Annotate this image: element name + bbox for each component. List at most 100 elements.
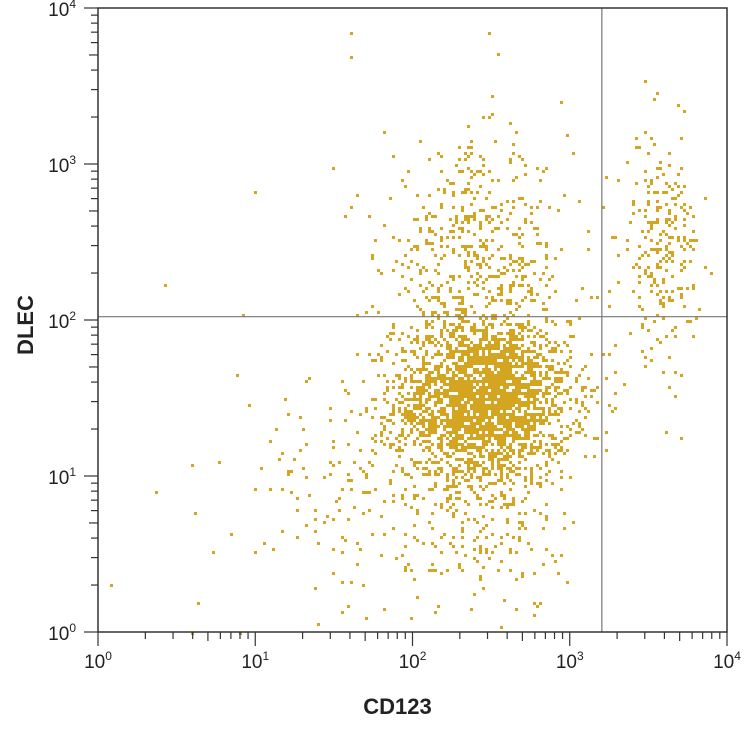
data-point xyxy=(638,257,641,260)
data-point xyxy=(509,551,512,554)
data-point xyxy=(449,494,452,497)
data-point xyxy=(521,233,524,236)
data-point xyxy=(503,338,506,341)
data-point xyxy=(494,437,497,440)
data-point xyxy=(431,311,434,314)
data-point xyxy=(416,422,419,425)
data-point xyxy=(461,371,464,374)
data-point xyxy=(551,275,554,278)
data-point xyxy=(506,419,509,422)
data-point xyxy=(374,452,377,455)
data-point xyxy=(530,467,533,470)
data-point xyxy=(539,179,542,182)
data-point xyxy=(497,479,500,482)
data-point xyxy=(425,467,428,470)
data-point xyxy=(536,446,539,449)
data-point xyxy=(515,365,518,368)
data-point xyxy=(710,272,713,275)
data-point xyxy=(515,425,518,428)
data-point xyxy=(488,557,491,560)
data-point xyxy=(491,254,494,257)
data-point xyxy=(539,485,542,488)
data-point xyxy=(467,389,470,392)
data-point xyxy=(536,227,539,230)
data-point xyxy=(443,377,446,380)
data-point xyxy=(446,281,449,284)
data-point xyxy=(464,404,467,407)
data-point xyxy=(512,347,515,350)
data-point xyxy=(449,389,452,392)
data-point xyxy=(470,461,473,464)
data-point xyxy=(500,284,503,287)
data-point xyxy=(419,347,422,350)
data-point xyxy=(524,443,527,446)
data-point xyxy=(458,236,461,239)
data-point xyxy=(332,518,335,521)
data-point xyxy=(449,356,452,359)
data-point xyxy=(479,455,482,458)
data-point xyxy=(401,359,404,362)
data-point xyxy=(428,449,431,452)
data-point xyxy=(518,419,521,422)
data-point xyxy=(446,389,449,392)
data-point xyxy=(482,329,485,332)
data-point xyxy=(449,419,452,422)
data-point xyxy=(494,299,497,302)
data-point xyxy=(557,419,560,422)
data-point xyxy=(482,320,485,323)
data-point xyxy=(554,389,557,392)
data-point xyxy=(560,554,563,557)
data-point xyxy=(452,353,455,356)
data-point xyxy=(539,602,542,605)
data-point xyxy=(587,410,590,413)
data-point xyxy=(467,392,470,395)
data-point xyxy=(491,275,494,278)
data-point xyxy=(452,380,455,383)
data-point xyxy=(473,455,476,458)
data-point xyxy=(494,482,497,485)
data-point xyxy=(428,335,431,338)
data-point xyxy=(440,170,443,173)
data-point xyxy=(521,383,524,386)
data-point xyxy=(521,428,524,431)
data-point xyxy=(500,452,503,455)
data-point xyxy=(407,434,410,437)
data-point xyxy=(521,401,524,404)
data-point xyxy=(467,374,470,377)
data-point xyxy=(443,326,446,329)
data-point xyxy=(497,365,500,368)
data-point xyxy=(401,554,404,557)
data-point xyxy=(584,395,587,398)
data-point xyxy=(500,467,503,470)
data-point xyxy=(641,254,644,257)
data-point xyxy=(479,446,482,449)
data-point xyxy=(518,359,521,362)
data-point xyxy=(485,443,488,446)
data-point xyxy=(647,191,650,194)
data-point xyxy=(560,248,563,251)
data-point xyxy=(545,503,548,506)
data-point xyxy=(521,260,524,263)
data-point xyxy=(488,434,491,437)
data-point xyxy=(533,272,536,275)
data-point xyxy=(416,341,419,344)
data-point xyxy=(449,401,452,404)
data-point xyxy=(431,356,434,359)
data-point xyxy=(470,425,473,428)
data-point xyxy=(467,398,470,401)
data-point xyxy=(572,521,575,524)
data-point xyxy=(548,455,551,458)
data-point xyxy=(470,170,473,173)
data-point xyxy=(389,482,392,485)
data-point xyxy=(359,548,362,551)
data-point xyxy=(692,230,695,233)
data-point xyxy=(515,386,518,389)
data-point xyxy=(491,401,494,404)
data-point xyxy=(419,380,422,383)
data-point xyxy=(491,335,494,338)
data-point xyxy=(422,419,425,422)
data-point xyxy=(326,515,329,518)
data-point xyxy=(422,341,425,344)
data-point xyxy=(482,260,485,263)
data-point xyxy=(512,437,515,440)
